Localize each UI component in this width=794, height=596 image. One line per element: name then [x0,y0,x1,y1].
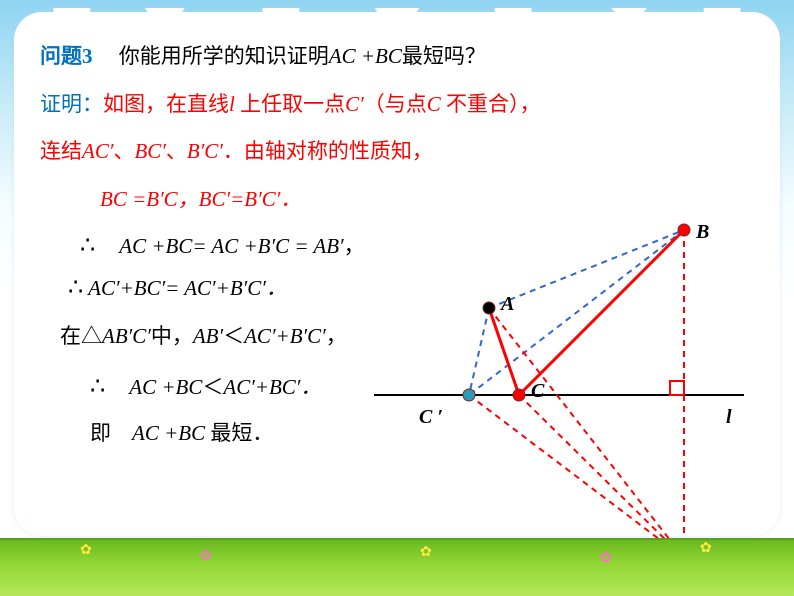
step-4d: AB′ [193,324,223,348]
question-line: 问题3 你能用所学的知识证明AC +BC最短吗？ [40,40,764,74]
step-2a: ∴ [80,233,119,259]
step-4g: ， [326,324,347,348]
question-italic: AC +BC [329,44,402,68]
proof-1a: 如图，在直线 [103,92,229,116]
proof-2g: ．由轴对称的性质知， [223,139,433,163]
proof-1e: C [427,92,446,116]
step-2b: AC +BC= AC +B′C = AB′ [119,234,343,258]
flower-icon [200,548,216,564]
proof-1c: C′ [345,92,364,116]
geometry-diagram: ABCC ′B ′l [374,210,754,570]
svg-text:C ′: C ′ [419,406,443,428]
proof-2c: 、 [113,139,134,163]
grass-footer [0,538,794,596]
proof-1f: 不重合）， [446,92,541,116]
question-label: 问题3 [40,44,93,68]
step-4a: 在△ [60,324,102,348]
step-5a: ∴ [90,374,129,400]
step-5d: AC′+BC′． [223,375,321,399]
step-4b: AB′C′ [102,324,151,348]
step-6a: 即 [90,421,132,445]
proof-2d: BC′ [134,139,165,163]
slide: 问题3 你能用所学的知识证明AC +BC最短吗？ 证明：如图，在直线l 上任取一… [0,0,794,596]
proof-label: 证明： [40,92,103,116]
flower-icon [600,550,616,566]
proof-2e: 、 [166,139,187,163]
proof-line-1: 证明：如图，在直线l 上任取一点C′（与点C 不重合）， [40,88,764,122]
svg-text:A: A [499,293,514,315]
proof-line-2: 连结AC′、BC′、B′C′．由轴对称的性质知， [40,135,764,169]
proof-1b: 上任取一点 [235,92,345,116]
step-5c: ＜ [202,375,223,399]
step-4e: ＜ [223,324,244,348]
flower-icon [80,542,96,558]
step-6c: 最短． [210,421,273,445]
proof-2f: B′C′ [187,139,223,163]
step-6b: AC +BC [132,421,210,445]
proof-2b: AC′ [82,139,113,163]
question-text-1: 你能用所学的知识证明 [98,44,329,68]
step-3b: AC′+BC′= AC′+B′C′． [83,276,287,300]
svg-text:l: l [726,406,732,428]
svg-text:B: B [695,221,709,243]
step-1: BC =B′C，BC′=B′C′． [100,183,764,213]
content-area: 问题3 你能用所学的知识证明AC +BC最短吗？ 证明：如图，在直线l 上任取一… [40,40,764,526]
step-5b: AC +BC [129,375,202,399]
step-4f: AC′+B′C′ [244,324,326,348]
proof-1d: （与点 [364,92,427,116]
step-2c: ， [344,234,365,258]
step-4c: 中， [151,324,193,348]
svg-text:C: C [531,380,545,402]
flower-icon [700,540,716,556]
step-3a: ∴ [68,275,83,301]
proof-2a: 连结 [40,139,82,163]
question-text-2: 最短吗？ [402,44,486,68]
flower-icon [420,544,436,560]
